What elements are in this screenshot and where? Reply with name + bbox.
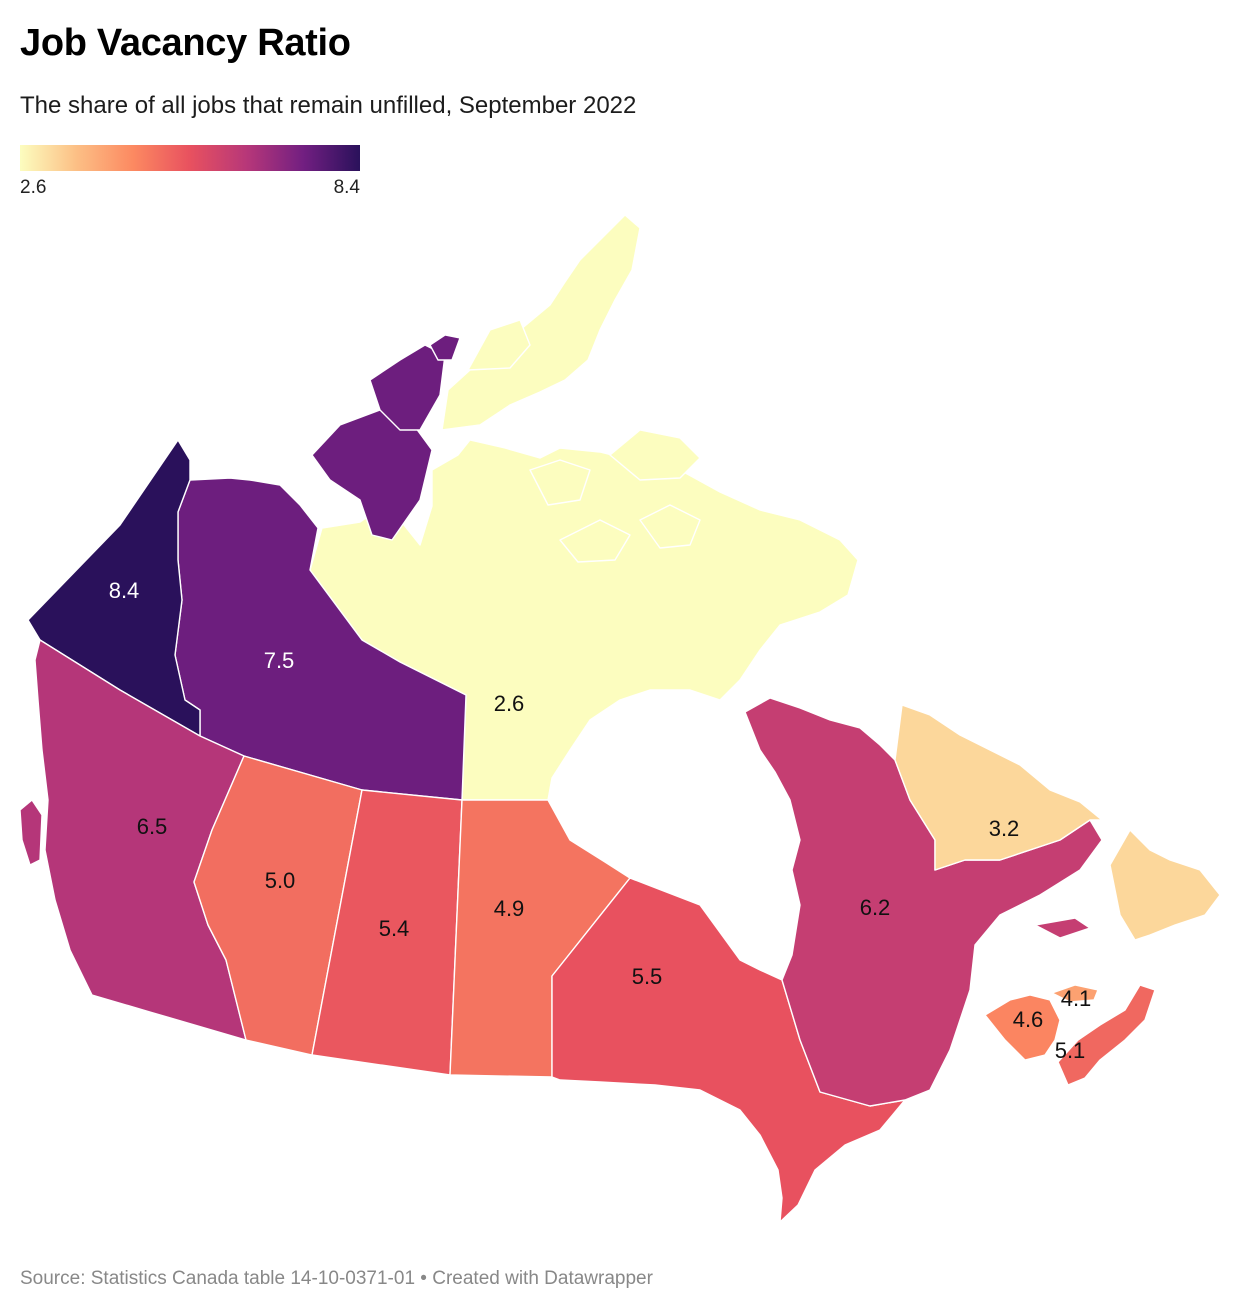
region-nunavut[interactable]	[309, 214, 859, 801]
value-label-northwest-territories: 7.5	[264, 648, 295, 673]
region-newfoundland-and-labrador[interactable]	[894, 704, 1221, 941]
chart-subtitle: The share of all jobs that remain unfill…	[20, 92, 637, 119]
region-northwest-territories[interactable]	[174, 334, 467, 801]
chart-title: Job Vacancy Ratio	[20, 22, 351, 64]
canada-choropleth-map: 8.4 7.5 2.6 6.5 5.0 5.4 4.9 5.5 6.2 3.2 …	[19, 214, 1221, 1223]
region-quebec[interactable]	[744, 697, 1103, 1107]
value-label-saskatchewan: 5.4	[379, 916, 410, 941]
region-nova-scotia[interactable]	[1057, 984, 1156, 1086]
value-label-nunavut: 2.6	[494, 691, 525, 716]
source-note: Source: Statistics Canada table 14-10-03…	[20, 1268, 653, 1289]
value-label-nova-scotia: 5.1	[1055, 1038, 1086, 1063]
legend-max-label: 8.4	[333, 177, 360, 198]
region-new-brunswick[interactable]	[984, 994, 1061, 1061]
value-label-british-columbia: 6.5	[137, 814, 168, 839]
value-label-new-brunswick: 4.6	[1013, 1007, 1044, 1032]
legend-gradient-bar	[20, 145, 360, 171]
value-label-quebec: 6.2	[860, 895, 891, 920]
value-label-manitoba: 4.9	[494, 896, 525, 921]
legend-min-label: 2.6	[20, 177, 47, 198]
value-label-alberta: 5.0	[265, 868, 296, 893]
color-legend: 2.6 8.4	[20, 145, 360, 198]
region-prince-edward-island[interactable]	[1051, 984, 1099, 1003]
value-label-prince-edward-island: 4.1	[1061, 986, 1092, 1011]
value-label-newfoundland-and-labrador: 3.2	[989, 816, 1020, 841]
value-label-ontario: 5.5	[632, 964, 663, 989]
value-label-yukon: 8.4	[109, 578, 140, 603]
